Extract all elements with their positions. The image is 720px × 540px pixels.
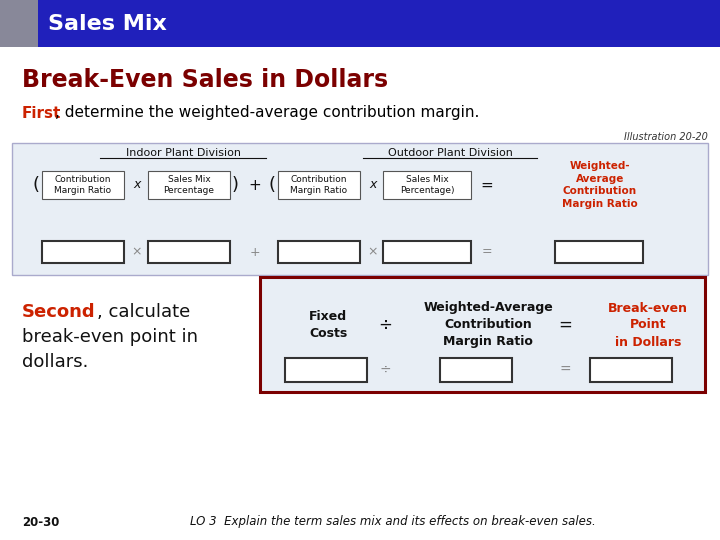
Text: , calculate: , calculate [97,303,190,321]
Text: x: x [133,179,140,192]
Bar [278,171,360,199]
Text: break-even point in: break-even point in [22,328,198,346]
Text: Fixed
Costs: Fixed Costs [309,310,347,340]
Text: (: ( [268,176,275,194]
Bar [278,241,360,263]
Bar [12,143,708,275]
Bar [383,171,471,199]
Text: ÷: ÷ [378,316,392,334]
Bar [260,277,705,392]
Text: Contribution
Margin Ratio: Contribution Margin Ratio [55,175,112,195]
Text: First: First [22,105,61,120]
Text: Break-even
Point
in Dollars: Break-even Point in Dollars [608,301,688,348]
Text: Outdoor Plant Division: Outdoor Plant Division [387,148,513,158]
Text: Illustration 20-20: Illustration 20-20 [624,132,708,142]
Text: Second: Second [22,303,96,321]
Text: Illustration 20-21: Illustration 20-21 [624,280,708,290]
Text: +: + [248,178,261,192]
Bar [42,241,124,263]
Text: Sales Mix
Percentage: Sales Mix Percentage [163,175,215,195]
Text: Sales Mix: Sales Mix [48,14,167,34]
Bar [383,241,471,263]
Text: (: ( [32,176,39,194]
Text: LO 3  Explain the term sales mix and its effects on break-even sales.: LO 3 Explain the term sales mix and its … [190,516,595,529]
Text: Indoor Plant Division: Indoor Plant Division [125,148,240,158]
Text: =: = [481,178,493,192]
Text: Weighted-
Average
Contribution
Margin Ratio: Weighted- Average Contribution Margin Ra… [562,161,638,209]
Text: ): ) [232,176,239,194]
Text: ×: × [132,246,143,259]
Text: 20-30: 20-30 [22,516,59,529]
Bar [590,358,672,382]
Bar [0,0,38,47]
Text: =: = [558,316,572,334]
Bar [440,358,512,382]
Text: x: x [369,179,377,192]
Text: +: + [250,246,261,259]
Text: =: = [559,363,571,377]
Bar [555,241,643,263]
Text: dollars.: dollars. [22,353,89,371]
Text: ×: × [368,246,378,259]
Bar [148,241,230,263]
Text: , determine the weighted-average contribution margin.: , determine the weighted-average contrib… [55,105,480,120]
Text: Weighted-Average
Contribution
Margin Ratio: Weighted-Average Contribution Margin Rat… [423,301,553,348]
Text: Sales Mix
Percentage): Sales Mix Percentage) [400,175,454,195]
Bar [42,171,124,199]
Bar [285,358,367,382]
Text: =: = [482,246,492,259]
Bar [148,171,230,199]
Bar [0,0,720,47]
Text: Contribution
Margin Ratio: Contribution Margin Ratio [290,175,348,195]
Text: Break-Even Sales in Dollars: Break-Even Sales in Dollars [22,68,388,92]
Text: ÷: ÷ [379,363,391,377]
